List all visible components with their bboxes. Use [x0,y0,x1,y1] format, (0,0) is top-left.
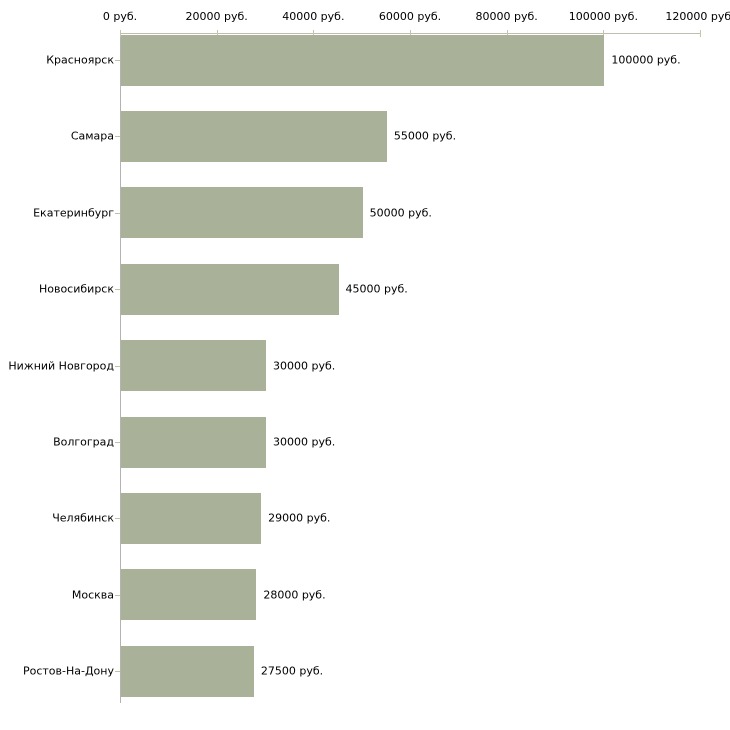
y-axis-tick [115,212,120,214]
bar [121,34,605,86]
value-label: 30000 руб. [273,435,336,449]
y-axis-tick [115,518,120,520]
y-axis-tick [115,136,120,138]
bar-row: Нижний Новгород 30000 руб. [0,340,730,392]
bar-row: Красноярск 100000 руб. [0,34,730,86]
x-axis-tick-label: 20000 руб. [185,10,248,23]
bar-row: Новосибирск 45000 руб. [0,263,730,315]
value-label: 100000 руб. [611,53,681,67]
bar [121,263,339,315]
bar [121,492,262,544]
bar [121,416,266,468]
x-axis-tick-label: 80000 руб. [475,10,538,23]
bar-row: Челябинск 29000 руб. [0,492,730,544]
x-axis-tick [216,30,218,37]
y-axis-tick [115,594,120,596]
category-label: Новосибирск [38,282,114,296]
x-axis-tick [506,30,508,37]
category-label: Красноярск [46,53,114,67]
bar [121,187,363,239]
category-label: Волгоград [53,435,114,449]
value-label: 45000 руб. [345,282,408,296]
category-label: Самара [70,129,114,143]
value-label: 28000 руб. [263,588,326,602]
x-axis-tick [700,30,701,37]
category-label: Нижний Новгород [8,359,114,373]
y-axis-tick [115,671,120,673]
value-label: 55000 руб. [393,129,457,143]
bar-row: Екатеринбург 50000 руб. [0,187,730,239]
bar-row: Самара 55000 руб. [0,110,730,162]
x-axis-tick-label: 100000 руб. [568,10,638,23]
bar-row: Ростов-На-Дону 27500 руб. [0,645,730,697]
y-axis-line [120,33,121,703]
value-label: 30000 руб. [273,359,336,373]
x-axis-tick [120,30,121,37]
bar [121,340,266,392]
bar [121,110,387,162]
category-label: Ростов-На-Дону [22,664,114,678]
value-label: 29000 руб. [268,511,331,525]
x-axis-tick [313,30,315,37]
bar [121,569,257,621]
category-label: Челябинск [52,511,114,525]
bar-row: Москва 28000 руб. [0,569,730,621]
bar [121,645,254,697]
value-label: 27500 руб. [260,664,324,678]
y-axis-tick [115,442,120,443]
y-axis-tick [115,289,120,291]
x-axis-tick [603,30,605,37]
y-axis-tick [115,365,120,367]
value-label: 50000 руб. [369,206,432,220]
y-axis-tick [115,60,120,61]
x-axis-tick-label: 120000 руб. [665,10,730,23]
x-axis-tick [410,30,411,37]
x-axis-tick-label: 40000 руб. [282,10,345,23]
bar-row: Волгоград 30000 руб. [0,416,730,468]
x-axis-tick-label: 60000 руб. [378,10,442,23]
x-axis-tick-label: 0 руб. [102,10,138,23]
category-label: Екатеринбург [33,206,114,220]
category-label: Москва [71,588,114,602]
